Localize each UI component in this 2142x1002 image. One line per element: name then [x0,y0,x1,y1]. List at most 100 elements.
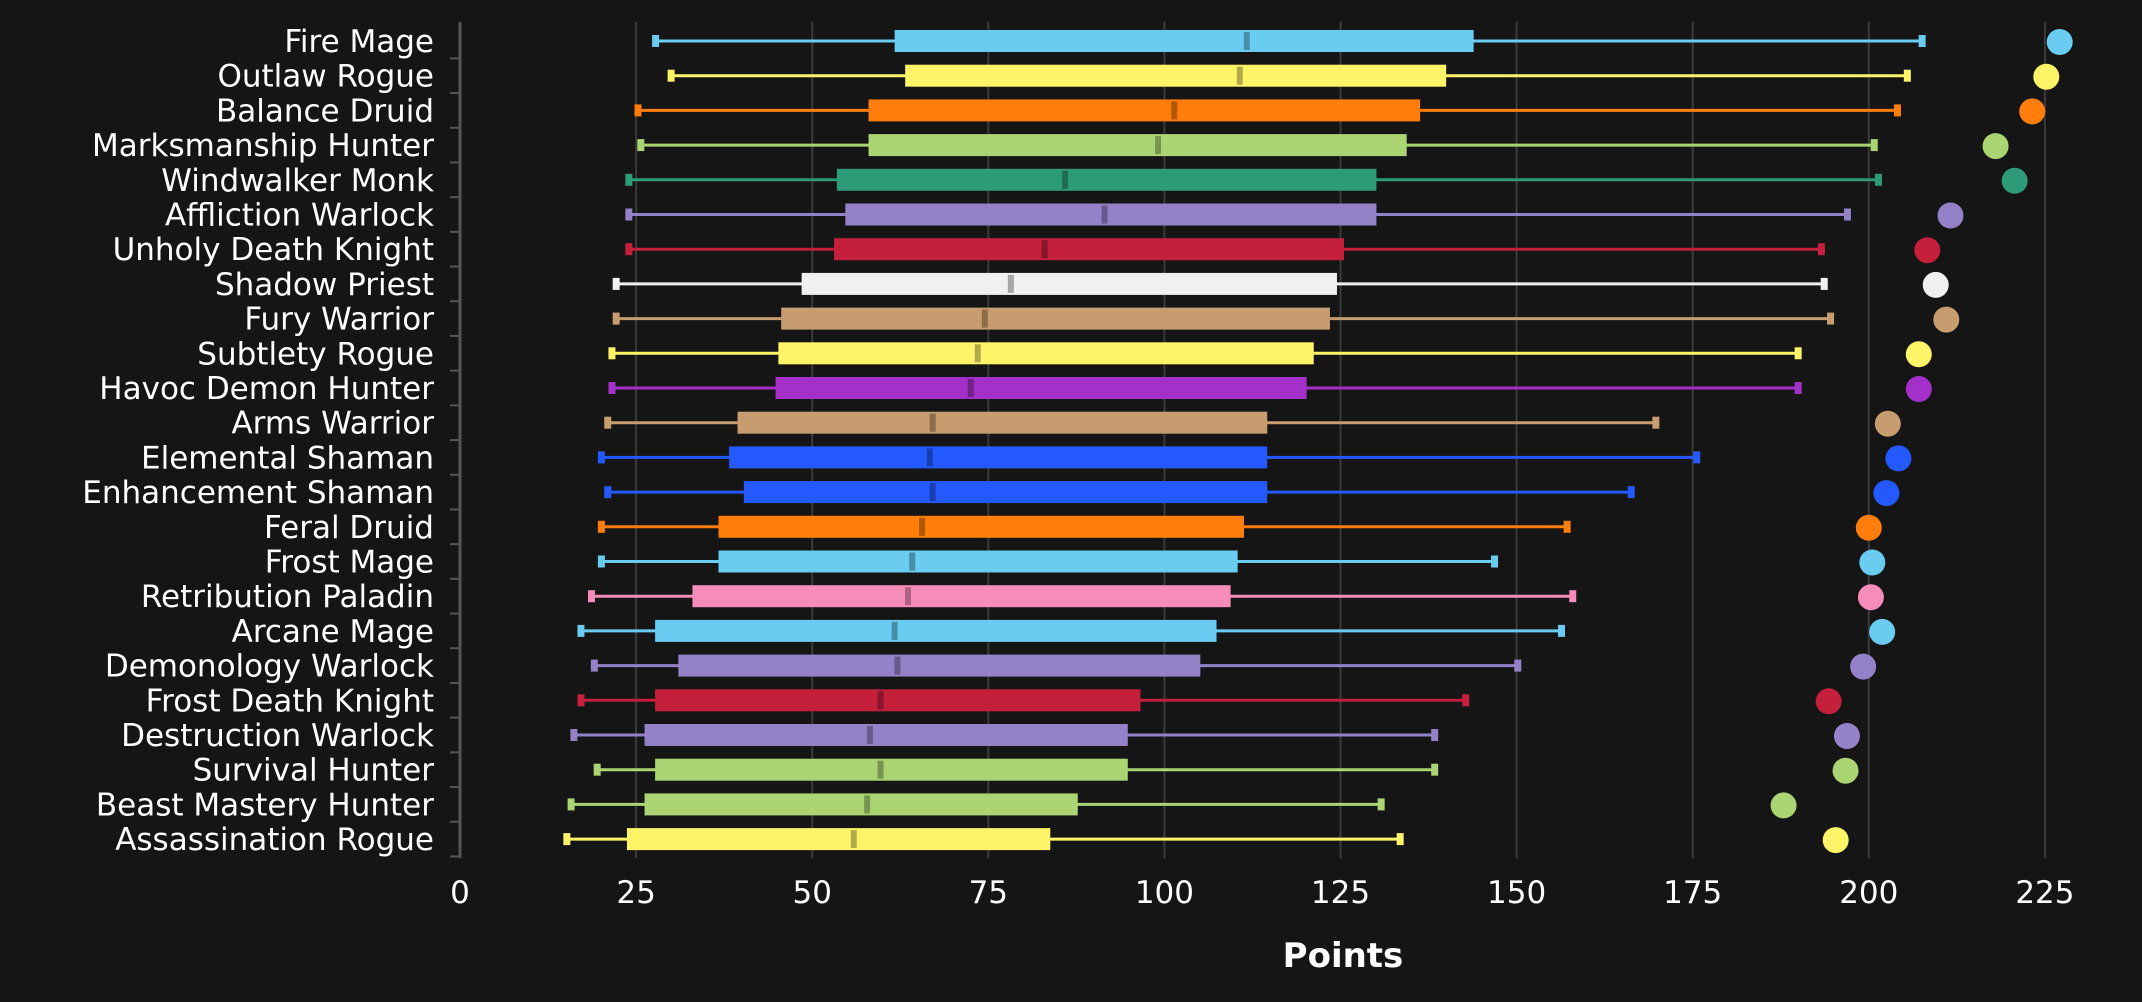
whisker-cap-min [567,798,575,811]
max-score-dot [1873,480,1900,507]
row-label: Windwalker Monk [161,163,434,199]
max-score-dot [1822,827,1849,854]
median-mark [904,587,911,606]
row-assassination-rogue: Assassination Rogue [115,822,1849,858]
max-score-dot [1855,514,1882,541]
whisker-cap-min [604,486,612,499]
iqr-box [743,481,1268,504]
median-mark [929,413,936,432]
row-label: Frost Mage [265,545,434,581]
median-mark [1171,101,1178,120]
row-label: Havoc Demon Hunter [99,371,434,407]
iqr-box [655,689,1141,712]
iqr-box [737,411,1268,434]
median-mark [1236,66,1243,85]
median-mark [850,830,857,849]
row-label: Fury Warrior [244,302,434,338]
median-mark [909,552,916,571]
x-tick-label: 100 [1135,875,1194,911]
whisker-cap-min [625,208,633,221]
iqr-box [692,585,1231,608]
row-survival-hunter: Survival Hunter [193,753,1859,789]
row-frost-mage: Frost Mage [265,545,1886,581]
median-mark [1041,240,1048,259]
row-demonology-warlock: Demonology Warlock [105,649,1877,685]
row-arms-warrior: Arms Warrior [231,406,1901,442]
row-label: Assassination Rogue [115,822,434,858]
whisker-cap-max [1870,139,1878,152]
iqr-box [626,828,1051,851]
row-label: Marksmanship Hunter [92,128,434,164]
whisker-cap-max [1431,763,1439,776]
whisker-cap-min [597,451,605,464]
max-score-dot [1874,410,1901,437]
median-mark [1155,136,1162,155]
row-label: Retribution Paladin [141,579,434,615]
whisker-cap-min [588,590,596,603]
whisker-cap-min [612,312,620,325]
row-arcane-mage: Arcane Mage [232,614,1896,650]
row-elemental-shaman: Elemental Shaman [141,440,1912,476]
x-tick-label: 150 [1487,875,1546,911]
whisker-cap-min [608,347,616,360]
max-score-dot [1857,584,1884,611]
max-score-dot [1914,237,1941,264]
row-affliction-warlock: Affliction Warlock [165,198,1964,234]
whisker-cap-min [612,277,620,290]
median-mark [919,517,926,536]
max-score-dot [2033,63,2060,90]
row-retribution-paladin: Retribution Paladin [141,579,1884,615]
whisker-cap-min [597,520,605,533]
max-score-dot [2046,29,2073,55]
x-axis: 0 25 50 75 100 125 150 175 200 225 [450,22,2074,911]
iqr-box [644,724,1128,746]
whisker-cap-max [1652,416,1660,429]
row-fire-mage: Fire Mage [284,24,2073,60]
whisker-cap-min [577,694,585,707]
whisker-cap-max [1817,243,1825,256]
iqr-box [718,515,1244,538]
x-axis-title: Points [1283,936,1404,976]
gridlines [635,22,2046,858]
iqr-box [845,203,1377,226]
max-score-dot [1859,549,1886,576]
whisker-cap-min [597,555,605,568]
row-label: Fire Mage [284,24,434,60]
x-tick-label: 200 [1839,875,1898,911]
row-label: Subtlety Rogue [197,336,434,372]
iqr-box [718,550,1238,573]
max-score-dot [1770,792,1797,819]
x-tick-label: 25 [616,875,655,911]
row-label: Destruction Warlock [121,718,434,754]
median-mark [891,621,898,640]
row-feral-druid: Feral Druid [264,510,1882,546]
row-marksmanship-hunter: Marksmanship Hunter [92,128,2009,164]
iqr-box [644,793,1078,816]
whisker-cap-max [1396,833,1404,846]
x-tick-label: 175 [1663,875,1722,911]
whisker-cap-max [1627,486,1635,499]
row-windwalker-monk: Windwalker Monk [161,163,2028,199]
whisker-cap-max [1569,590,1577,603]
median-mark [1007,274,1014,293]
iqr-box [778,342,1314,365]
max-score-dot [1869,618,1896,645]
row-label: Feral Druid [264,510,434,546]
iqr-box [678,654,1201,677]
whisker-cap-min [625,243,633,256]
row-label: Enhancement Shaman [82,475,434,511]
median-mark [974,344,981,363]
whisker-cap-max [1794,382,1802,394]
max-score-dot [1905,341,1932,368]
iqr-box [801,272,1337,295]
max-score-dot [2001,167,2028,194]
whisker-cap-min [634,104,642,117]
whisker-cap-max [1431,729,1439,741]
row-outlaw-rogue: Outlaw Rogue [217,59,2060,95]
max-score-dot [1905,376,1932,402]
row-unholy-death-knight: Unholy Death Knight [113,232,1941,268]
whisker-cap-max [1514,659,1522,672]
max-score-dot [1922,271,1949,298]
